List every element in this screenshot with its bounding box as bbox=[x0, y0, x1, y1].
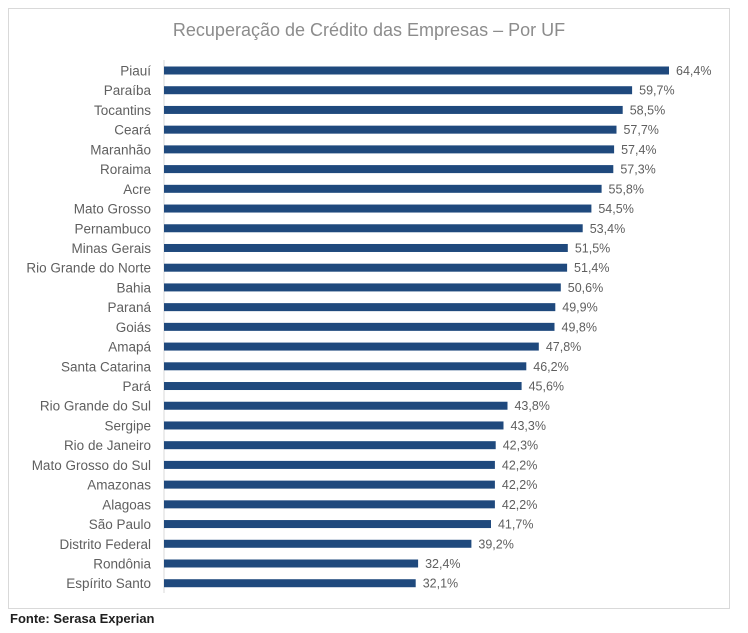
value-label: 49,8% bbox=[562, 320, 597, 334]
value-label: 57,7% bbox=[623, 123, 658, 137]
category-label: Paraíba bbox=[104, 83, 152, 98]
category-label: Rondônia bbox=[93, 557, 151, 572]
value-label: 50,6% bbox=[568, 281, 603, 295]
bar bbox=[164, 263, 568, 272]
value-label: 57,4% bbox=[621, 143, 656, 157]
bar bbox=[164, 86, 633, 95]
bar bbox=[164, 500, 495, 509]
value-label: 43,8% bbox=[514, 399, 549, 413]
value-label: 54,5% bbox=[598, 202, 633, 216]
category-label: Ceará bbox=[114, 123, 151, 138]
value-label: 55,8% bbox=[609, 182, 644, 196]
value-label: 64,4% bbox=[676, 64, 711, 78]
bar bbox=[164, 342, 539, 351]
category-label: Rio de Janeiro bbox=[64, 438, 151, 453]
category-label: Piauí bbox=[120, 64, 151, 79]
bar bbox=[164, 441, 496, 450]
bar bbox=[164, 283, 561, 292]
category-label: Distrito Federal bbox=[59, 537, 151, 552]
value-label: 41,7% bbox=[498, 518, 533, 532]
category-label: Roraima bbox=[100, 162, 152, 177]
category-label: São Paulo bbox=[89, 517, 151, 532]
chart-title: Recuperação de Crédito das Empresas – Po… bbox=[172, 20, 566, 40]
category-label: Espírito Santo bbox=[66, 576, 151, 591]
bar bbox=[164, 480, 495, 489]
category-label: Bahia bbox=[116, 280, 151, 295]
value-label: 43,3% bbox=[511, 419, 546, 433]
category-label: Minas Gerais bbox=[71, 241, 151, 256]
bar bbox=[164, 204, 592, 213]
bar bbox=[164, 303, 556, 312]
bar bbox=[164, 421, 504, 430]
bar bbox=[164, 579, 416, 588]
category-label: Alagoas bbox=[102, 497, 151, 512]
category-label: Pará bbox=[122, 379, 151, 394]
bar bbox=[164, 145, 615, 154]
category-label: Tocantins bbox=[94, 103, 151, 118]
category-label: Rio Grande do Sul bbox=[40, 399, 151, 414]
value-label: 32,4% bbox=[425, 557, 460, 571]
category-label: Pernambuco bbox=[74, 221, 151, 236]
bar bbox=[164, 362, 527, 371]
value-label: 42,2% bbox=[502, 498, 537, 512]
value-label: 53,4% bbox=[590, 222, 625, 236]
value-label: 58,5% bbox=[630, 103, 665, 117]
bar bbox=[164, 125, 617, 134]
bar bbox=[164, 184, 602, 193]
bar bbox=[164, 105, 623, 114]
bar bbox=[164, 401, 508, 410]
value-label: 51,4% bbox=[574, 261, 609, 275]
value-label: 59,7% bbox=[639, 84, 674, 98]
category-label: Sergipe bbox=[104, 418, 151, 433]
category-label: Acre bbox=[123, 182, 151, 197]
value-label: 51,5% bbox=[575, 241, 610, 255]
value-label: 47,8% bbox=[546, 340, 581, 354]
category-label: Goiás bbox=[116, 320, 152, 335]
bar bbox=[164, 520, 491, 529]
category-label: Mato Grosso bbox=[74, 202, 151, 217]
value-label: 32,1% bbox=[423, 577, 458, 591]
value-label: 57,3% bbox=[620, 163, 655, 177]
category-label: Santa Catarina bbox=[61, 359, 152, 374]
category-label: Rio Grande do Norte bbox=[26, 261, 151, 276]
bar bbox=[164, 66, 669, 75]
bars-group: Piauí 64,4% Paraíba 59,7% Tocantins 58,5% Cear… bbox=[26, 64, 711, 592]
value-label: 42,2% bbox=[502, 458, 537, 472]
value-label: 42,3% bbox=[503, 439, 538, 453]
category-label: Mato Grosso do Sul bbox=[32, 458, 151, 473]
bar bbox=[164, 165, 614, 174]
category-label: Amapá bbox=[108, 340, 151, 355]
bar bbox=[164, 460, 495, 469]
category-label: Paraná bbox=[107, 300, 151, 315]
value-label: 49,9% bbox=[562, 301, 597, 315]
bar bbox=[164, 382, 522, 391]
bar bbox=[164, 539, 472, 548]
bar bbox=[164, 559, 419, 568]
value-label: 42,2% bbox=[502, 478, 537, 492]
source-note: Fonte: Serasa Experian bbox=[10, 611, 155, 626]
value-label: 39,2% bbox=[478, 537, 513, 551]
value-label: 45,6% bbox=[529, 380, 564, 394]
bar bbox=[164, 322, 555, 331]
category-label: Maranhão bbox=[90, 142, 151, 157]
category-label: Amazonas bbox=[87, 478, 151, 493]
bar bbox=[164, 243, 568, 252]
bar bbox=[164, 224, 583, 233]
value-label: 46,2% bbox=[533, 360, 568, 374]
